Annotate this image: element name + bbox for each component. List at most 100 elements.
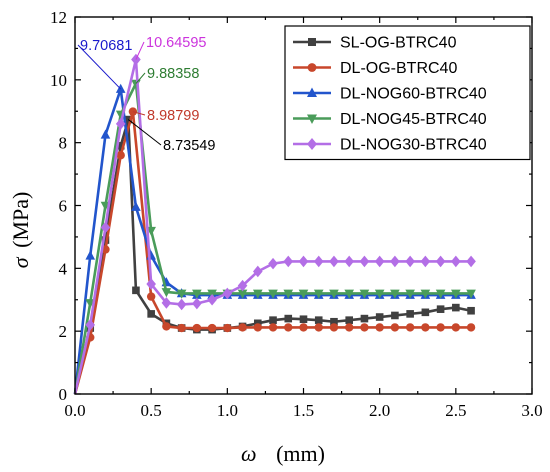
data-point <box>207 293 217 306</box>
legend-entry: DL-NOG30-BTRC40 <box>293 137 487 154</box>
data-point <box>467 306 475 315</box>
data-point <box>269 316 277 324</box>
x-axis-unit: (mm) <box>276 441 325 466</box>
data-point <box>313 255 324 268</box>
data-point <box>268 257 278 270</box>
data-point <box>299 323 308 332</box>
data-point <box>253 265 263 278</box>
y-tick-label: 10 <box>50 71 67 90</box>
data-point <box>299 315 308 324</box>
data-point <box>85 319 96 331</box>
legend-entry: SL-OG-BTRC40 <box>293 35 457 52</box>
annotation-leader <box>128 119 162 146</box>
data-point <box>374 289 385 299</box>
data-point <box>329 323 339 332</box>
data-point <box>253 323 262 332</box>
x-tick-label: 0.5 <box>141 401 162 420</box>
data-point <box>359 289 370 299</box>
y-tick-label: 4 <box>59 259 68 278</box>
data-point <box>359 255 370 268</box>
data-point <box>298 289 309 299</box>
data-point <box>268 289 278 299</box>
data-point <box>222 287 233 300</box>
data-point <box>451 255 461 268</box>
data-point <box>466 255 476 268</box>
data-point <box>192 323 202 333</box>
legend-label: SL-OG-BTRC40 <box>340 35 457 52</box>
data-point <box>452 303 460 312</box>
data-point <box>176 298 187 311</box>
peak-value-label: 8.98799 <box>147 108 199 124</box>
series-DL-NOG30-BTRC40 <box>73 53 476 395</box>
data-point <box>253 289 263 299</box>
data-point <box>100 129 111 139</box>
data-point <box>405 255 415 268</box>
data-point <box>436 323 445 332</box>
legend-marker <box>307 138 317 150</box>
data-point <box>298 255 309 268</box>
data-point <box>420 255 431 268</box>
data-point <box>436 305 445 313</box>
data-point <box>161 297 172 309</box>
data-point <box>85 250 96 260</box>
data-point <box>390 255 400 268</box>
data-point <box>375 323 384 332</box>
data-point <box>314 316 323 324</box>
legend-marker <box>307 87 317 97</box>
data-point <box>177 323 186 333</box>
data-point <box>451 289 461 299</box>
data-point <box>146 278 156 290</box>
y-tick-label: 12 <box>50 8 67 27</box>
data-point <box>284 314 293 323</box>
data-point <box>345 323 354 332</box>
legend-marker <box>307 63 317 72</box>
data-point <box>192 297 202 310</box>
data-point <box>420 289 431 299</box>
x-tick-label: 0.0 <box>64 401 85 420</box>
data-point <box>390 323 400 332</box>
y-tick-label: 8 <box>59 134 68 153</box>
y-axis-symbol: σ <box>8 256 33 268</box>
data-point <box>451 323 461 332</box>
legend-entry: DL-OG-BTRC40 <box>293 60 457 77</box>
y-tick-label: 6 <box>59 197 68 216</box>
peak-value-label: 10.64595 <box>146 35 206 51</box>
data-point <box>283 255 294 268</box>
data-point <box>313 289 324 299</box>
data-point <box>131 201 141 211</box>
data-point <box>406 310 414 318</box>
data-point <box>330 317 338 326</box>
x-tick-label: 1.5 <box>293 401 314 420</box>
data-point <box>192 289 202 299</box>
data-point <box>360 323 369 332</box>
data-point <box>466 289 476 299</box>
annotation-leader <box>135 41 145 60</box>
x-tick-label: 2.5 <box>445 401 466 420</box>
axes-layer: 0.0 0.5 1.0 1.5 2.0 2.5 3.0 0 2 4 6 8 10 12 <box>50 8 543 420</box>
legend-label: DL-OG-BTRC40 <box>340 60 457 77</box>
data-point <box>116 142 125 150</box>
data-point <box>238 323 247 332</box>
data-point <box>283 289 294 299</box>
data-point <box>405 323 415 332</box>
data-point <box>329 255 339 268</box>
data-point <box>132 286 140 295</box>
peak-value-label: 8.73549 <box>163 138 215 154</box>
series-DL-OG-BTRC40 <box>73 107 476 395</box>
x-axis-symbol: ω <box>241 441 257 466</box>
legend-marker <box>307 114 317 124</box>
data-point <box>391 311 399 320</box>
legend-marker <box>308 38 316 46</box>
x-axis-title: ω (mm) <box>241 441 325 466</box>
annotation-leader <box>135 72 146 84</box>
peak-value-label: 9.88358 <box>147 66 199 82</box>
data-point <box>345 316 353 324</box>
data-point <box>115 83 126 93</box>
data-point <box>100 221 111 234</box>
data-point <box>146 226 156 236</box>
data-point <box>329 289 339 299</box>
legend-label: DL-NOG45-BTRC40 <box>340 111 487 128</box>
data-point <box>390 289 400 299</box>
data-point <box>344 289 354 299</box>
